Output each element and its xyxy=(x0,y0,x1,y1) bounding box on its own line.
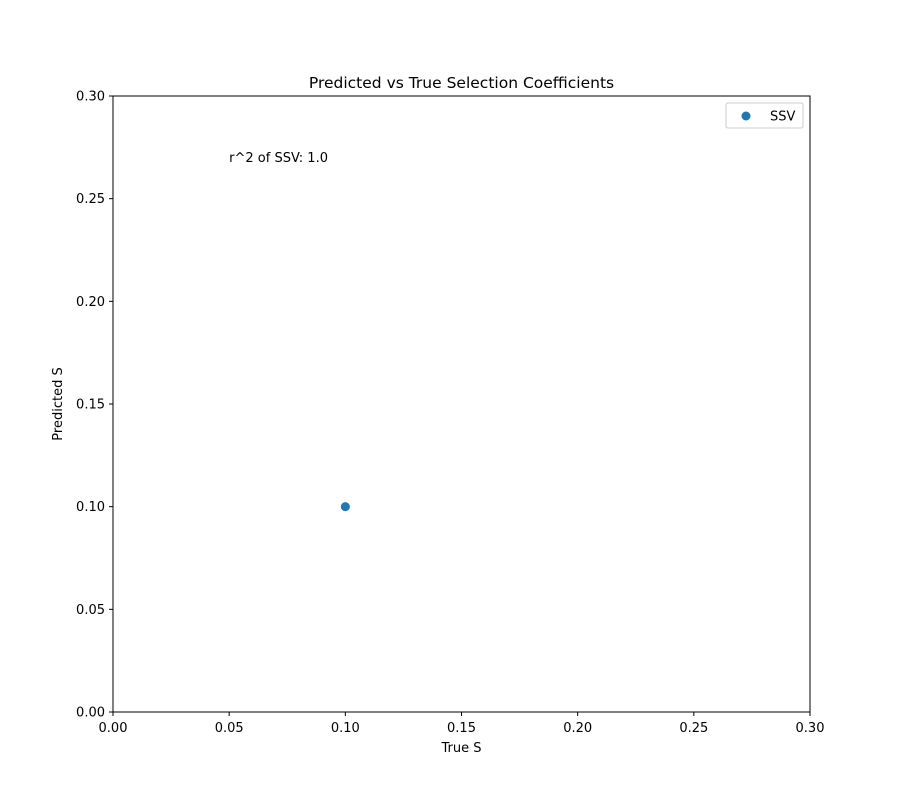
plot-background xyxy=(113,96,810,712)
x-tick-label: 0.25 xyxy=(679,721,708,736)
y-tick-label: 0.20 xyxy=(76,295,105,310)
y-tick-label: 0.05 xyxy=(76,603,105,618)
data-point-ssv xyxy=(340,502,350,512)
x-axis: 0.00 0.05 0.10 0.15 0.20 0.25 0.30 xyxy=(99,712,825,736)
legend-label-ssv: SSV xyxy=(770,110,796,125)
y-tick-label: 0.10 xyxy=(76,500,105,515)
legend-box xyxy=(725,102,804,129)
annotation-layer: r^2 of SSV: 1.0 xyxy=(229,151,328,166)
y-tick-label: 0.25 xyxy=(76,192,105,207)
y-tick-label: 0.00 xyxy=(76,706,105,721)
x-tick-label: 0.05 xyxy=(215,721,244,736)
x-axis-title: True S xyxy=(441,741,482,756)
annotation-r-squared: r^2 of SSV: 1.0 xyxy=(229,151,328,166)
y-tick-label: 0.15 xyxy=(76,398,105,413)
x-tick-label: 0.30 xyxy=(796,721,825,736)
x-tick-label: 0.10 xyxy=(331,721,360,736)
x-tick-label: 0.15 xyxy=(447,721,476,736)
legend: SSV xyxy=(725,102,804,129)
x-tick-label: 0.00 xyxy=(99,721,128,736)
chart-title: Predicted vs True Selection Coefficients xyxy=(309,74,614,92)
plot-area: r^2 of SSV: 1.0 xyxy=(112,95,811,713)
legend-marker-ssv xyxy=(741,111,751,121)
points-layer xyxy=(340,502,350,512)
x-tick-label: 0.20 xyxy=(563,721,592,736)
y-tick-label: 0.30 xyxy=(76,90,105,105)
y-axis-title: Predicted S xyxy=(51,367,66,440)
y-axis: 0.00 0.05 0.10 0.15 0.20 0.25 0.30 xyxy=(76,90,113,721)
